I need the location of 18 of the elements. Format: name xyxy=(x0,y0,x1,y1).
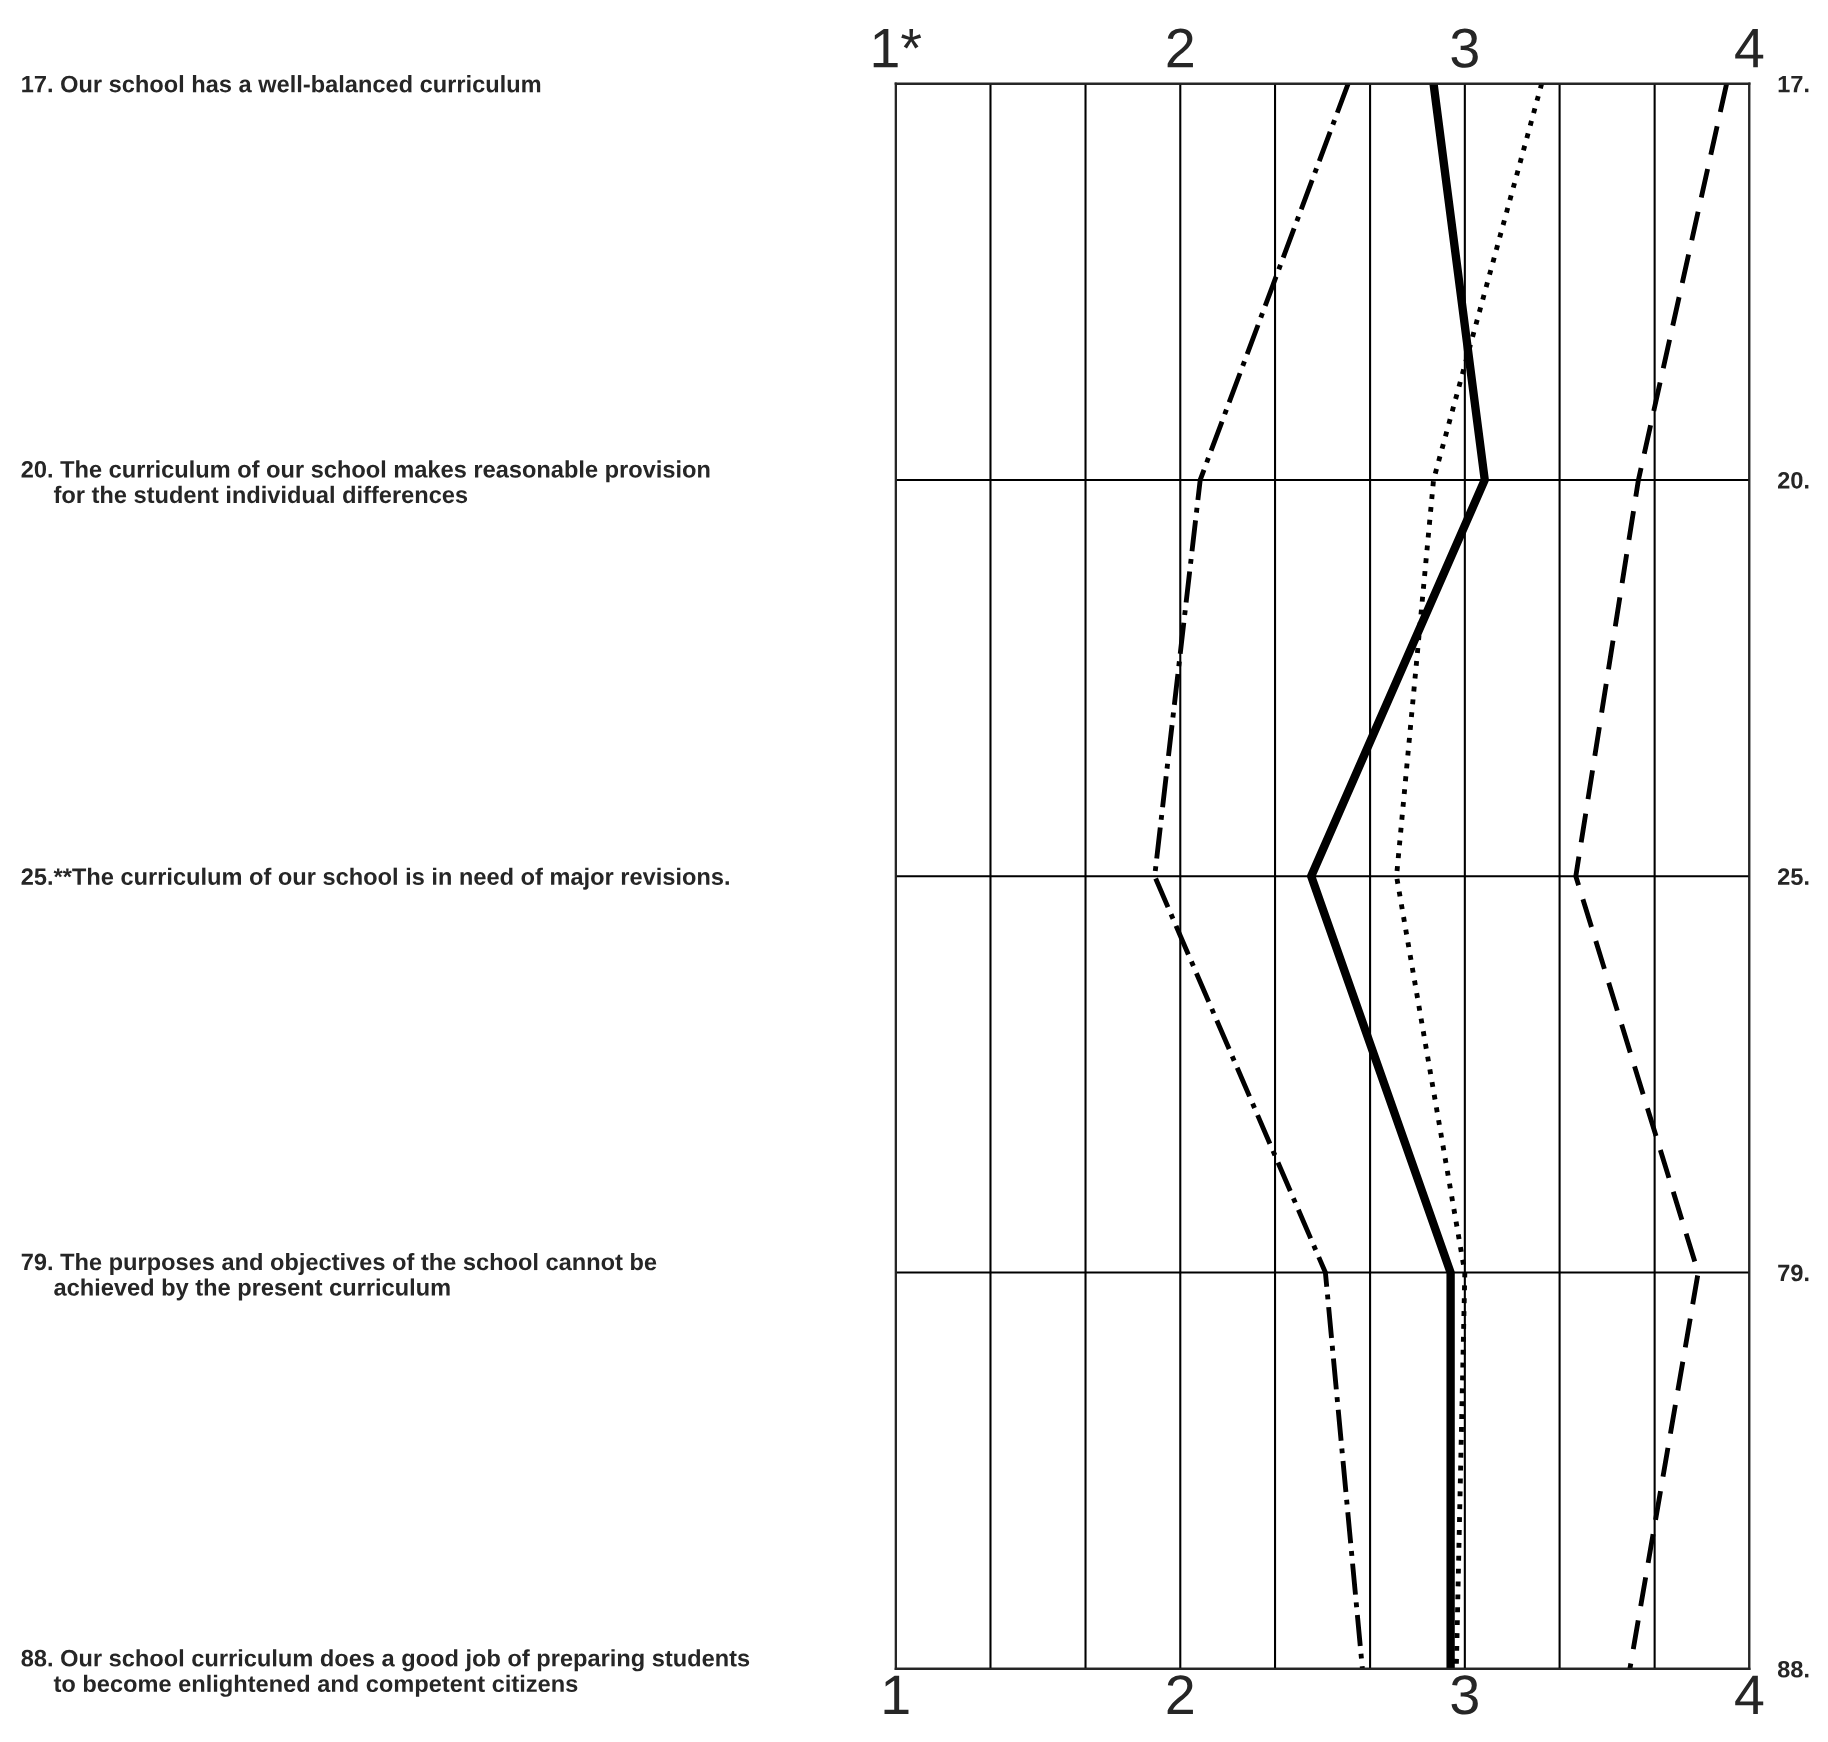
y2-tick-label: 79. xyxy=(1778,1264,1809,1282)
y-tick-label: 88. Our school curriculum does a good job of preparing students to become enlightened and competent citizens xyxy=(21,1649,750,1697)
y2-tick-label: 25. xyxy=(1777,868,1809,886)
x2-tick-label: 4 xyxy=(1735,29,1764,68)
x-tick-label: 1 xyxy=(884,1675,909,1714)
x-tick-label: 2 xyxy=(1167,1675,1193,1714)
y-tick-label: 17. Our school has a well-balanced curriculum xyxy=(22,75,541,93)
y-tick-label: 25.**The curriculum of our school is in need of major revisions. xyxy=(21,867,729,890)
x2-tick-label: 3 xyxy=(1451,28,1478,68)
x2-tick-label: 1* xyxy=(873,29,922,68)
x-tick-label: 3 xyxy=(1451,1675,1478,1715)
x-tick-label: 4 xyxy=(1735,1675,1764,1714)
y2-tick-label: 88. xyxy=(1777,1660,1809,1678)
y-tick-label: 20. The curriculum of our school makes reasonable provision for the student individual differences xyxy=(21,460,710,504)
y-tick-label: 79. The purposes and objectives of the school cannot be achieved by the present curriculum xyxy=(21,1252,657,1301)
x2-tick-label: 2 xyxy=(1167,28,1193,68)
y2-tick-label: 20. xyxy=(1777,471,1809,489)
y2-tick-label: 17. xyxy=(1778,75,1809,93)
